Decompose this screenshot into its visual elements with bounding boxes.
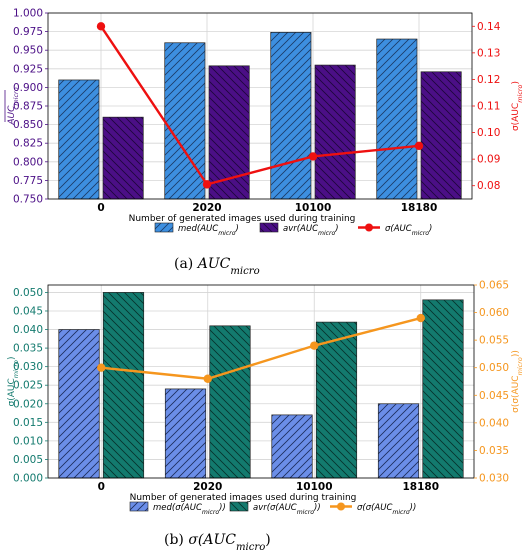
legend-label: σ(σ(AUCmicro)) (357, 503, 416, 516)
y-tick-label: 0.000 (13, 473, 43, 485)
y-axis-label: σ(AUCmicro) (7, 356, 20, 406)
y2-tick-label: 0.050 (479, 362, 509, 374)
figure-caption: (b) σ(AUCmicro) (164, 532, 271, 550)
y-tick-label: 0.035 (13, 343, 43, 355)
bar (58, 329, 100, 479)
series-line (100, 25, 420, 186)
y-tick-label: 0.040 (13, 324, 43, 336)
bar (270, 31, 312, 200)
y2-tick-label: 0.11 (477, 101, 500, 113)
bar (102, 292, 145, 479)
x-tick-label: 0 (98, 481, 105, 493)
legend-label: avr(AUCmicro) (283, 224, 339, 237)
series-line (101, 316, 422, 380)
y-tick-label: 0.015 (13, 417, 43, 429)
legend-label: med(σ(AUCmicro)) (153, 503, 226, 516)
figure-caption: (a) AUCmicro (174, 256, 260, 277)
legend-label: med(AUCmicro) (178, 224, 239, 237)
legend-label: σ(AUCmicro) (385, 224, 432, 237)
x-tick-label: 18180 (402, 481, 439, 493)
legend-swatch (229, 501, 249, 512)
y-tick-label: 0.900 (13, 82, 43, 94)
y2-tick-label: 0.055 (479, 335, 509, 347)
y-tick-label: 0.950 (13, 45, 43, 57)
y2-tick-label: 0.09 (477, 154, 500, 166)
y-tick-label: 0.020 (13, 398, 43, 410)
y-tick-label: 1.000 (13, 8, 43, 20)
y-tick-label: 0.750 (13, 194, 43, 206)
line-point (96, 22, 106, 31)
x-tick-label: 2020 (192, 202, 221, 214)
y-tick-label: 0.050 (13, 287, 43, 299)
x-axis-label: Number of generated images used during t… (130, 493, 357, 503)
line-point (414, 141, 424, 151)
y2-tick-label: 0.12 (477, 74, 500, 86)
bar (102, 116, 144, 200)
y-tick-label: 0.850 (13, 119, 43, 131)
y2-tick-label: 0.13 (477, 47, 500, 59)
y2-tick-label: 0.035 (479, 445, 509, 457)
y2-tick-label: 0.045 (479, 390, 509, 402)
plot-frame (47, 284, 475, 479)
bar (420, 71, 462, 200)
bar (164, 388, 207, 479)
y-tick-label: 0.025 (13, 380, 43, 392)
legend-swatch (129, 501, 149, 512)
bar (208, 65, 250, 200)
bar (164, 42, 206, 200)
line-point (97, 363, 106, 372)
bar (209, 325, 251, 479)
y-tick-label: 0.975 (13, 26, 43, 38)
bar (315, 321, 358, 479)
y-tick-label: 0.005 (13, 454, 43, 466)
line-point (203, 374, 212, 383)
y2-tick-label: 0.14 (477, 21, 501, 33)
legend-swatch (154, 222, 174, 233)
line-point (202, 180, 212, 189)
y2-tick-label: 0.040 (479, 417, 509, 429)
x-tick-label: 0 (97, 202, 104, 214)
bar (271, 414, 313, 479)
y2-axis-label: σ(σ(AUCmicro)) (511, 350, 524, 413)
y-tick-label: 0.045 (13, 305, 43, 317)
line-point (308, 152, 318, 161)
y-tick-label: 0.875 (13, 101, 43, 113)
chart-sigma-auc-micro: 0.000 0.005 0.010 0.015 0.020 0.025 0.030 0.035… (7, 280, 524, 550)
legend-swatch-marker (365, 223, 373, 232)
y-tick-label: 0.010 (13, 435, 43, 447)
legend-swatch (259, 222, 279, 233)
y2-tick-label: 0.060 (479, 307, 509, 319)
y-tick-label: 0.825 (13, 138, 43, 150)
legend-label: avr(σ(AUCmicro)) (253, 503, 321, 516)
y2-tick-label: 0.10 (477, 127, 500, 139)
bar (422, 299, 464, 479)
y-tick-label: 0.925 (13, 63, 43, 75)
line-point (416, 313, 425, 323)
legend-swatch-marker (337, 502, 345, 511)
y2-axis-label: σ(AUCmicro) (511, 81, 524, 131)
bar (314, 64, 356, 200)
line-point (310, 341, 319, 350)
y2-tick-label: 0.065 (479, 280, 509, 292)
x-tick-label: 2020 (193, 481, 222, 493)
bar (58, 79, 100, 200)
x-tick-label: 18180 (401, 202, 438, 214)
bar (376, 38, 418, 200)
y-tick-label: 0.775 (13, 175, 43, 187)
bar (377, 403, 420, 479)
x-axis-label: Number of generated images used during t… (129, 214, 356, 224)
chart-auc-micro: 0.750 0.775 0.800 0.825 0.850 0.875 0.900 0.925… (4, 8, 524, 277)
x-tick-label: 10100 (295, 202, 332, 214)
x-tick-label: 10100 (296, 481, 333, 493)
y-tick-label: 0.800 (13, 156, 43, 168)
y-tick-label: 0.030 (13, 361, 43, 373)
y-axis-label: AUCmicro (7, 87, 20, 125)
y2-tick-label: 0.08 (477, 180, 500, 192)
y2-tick-label: 0.030 (479, 473, 509, 485)
